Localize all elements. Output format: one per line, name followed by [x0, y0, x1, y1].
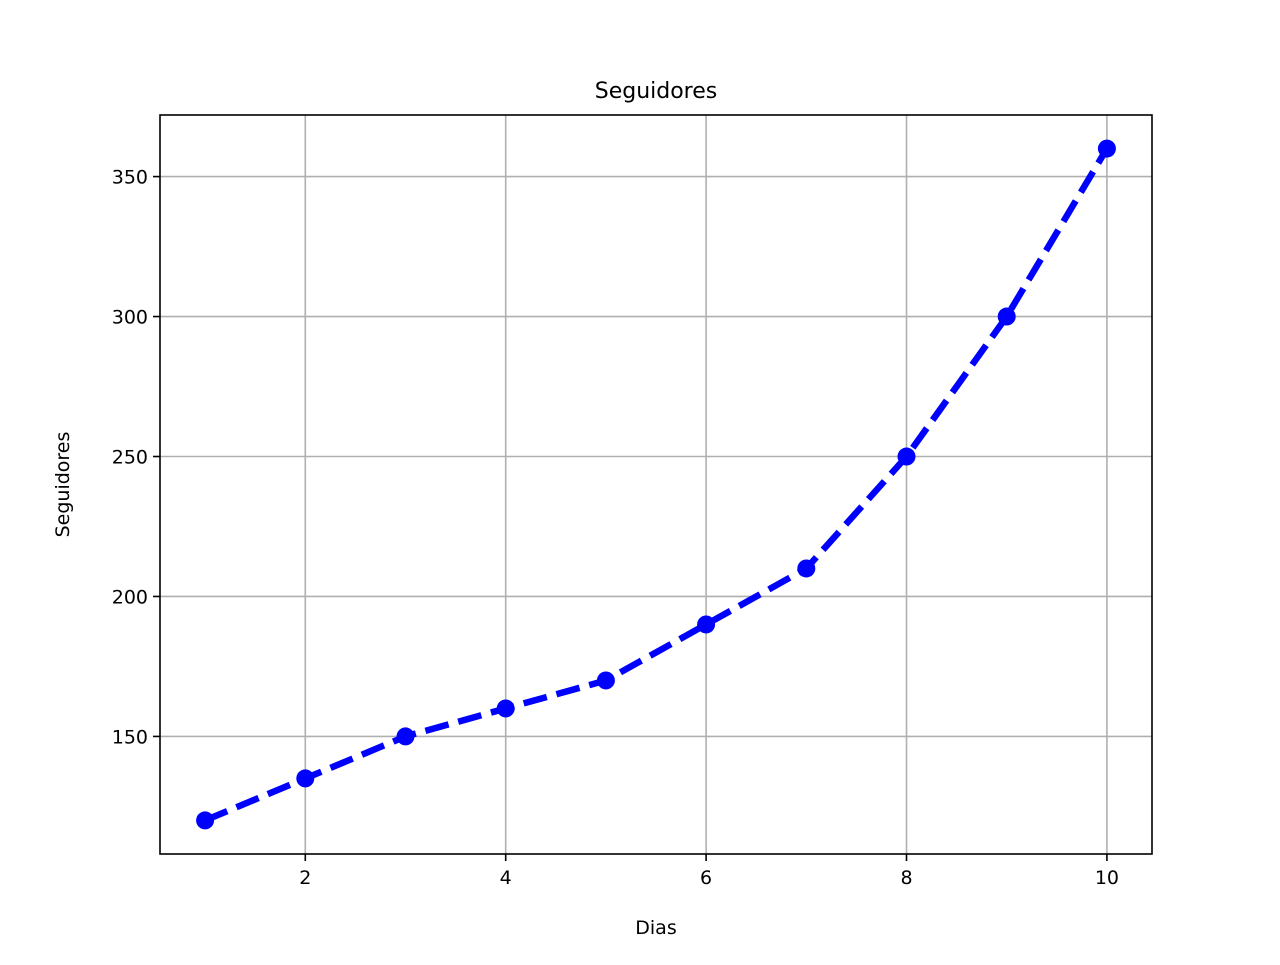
x-tick-label: 6: [700, 867, 712, 889]
x-tick-label: 8: [900, 867, 912, 889]
data-point: [296, 769, 315, 788]
y-tick-label: 350: [112, 167, 148, 189]
data-point: [1097, 139, 1116, 158]
ticks: 2 4 6 8 10 150 200 250 300 350: [112, 167, 1119, 889]
data-point: [196, 811, 215, 830]
y-tick-label: 150: [112, 726, 148, 748]
data-point: [997, 307, 1016, 326]
series-line: [203, 146, 1110, 824]
series-layer: [196, 139, 1116, 830]
chart-title: Seguidores: [595, 79, 718, 104]
data-point: [496, 699, 515, 718]
data-point: [396, 727, 415, 746]
y-axis-label: Seguidores: [52, 432, 74, 538]
x-tick-label: 2: [299, 867, 311, 889]
data-point: [797, 559, 816, 578]
data-point: [897, 447, 916, 466]
y-tick-label: 250: [112, 447, 148, 469]
grid: [160, 115, 1152, 854]
plot-frame: [159, 114, 1153, 855]
data-point: [697, 615, 716, 634]
y-tick-label: 200: [112, 586, 148, 608]
x-tick-label: 10: [1095, 867, 1119, 889]
data-point: [596, 671, 615, 690]
x-tick-label: 4: [500, 867, 512, 889]
y-tick-label: 300: [112, 307, 148, 329]
x-axis-label: Dias: [635, 917, 676, 939]
